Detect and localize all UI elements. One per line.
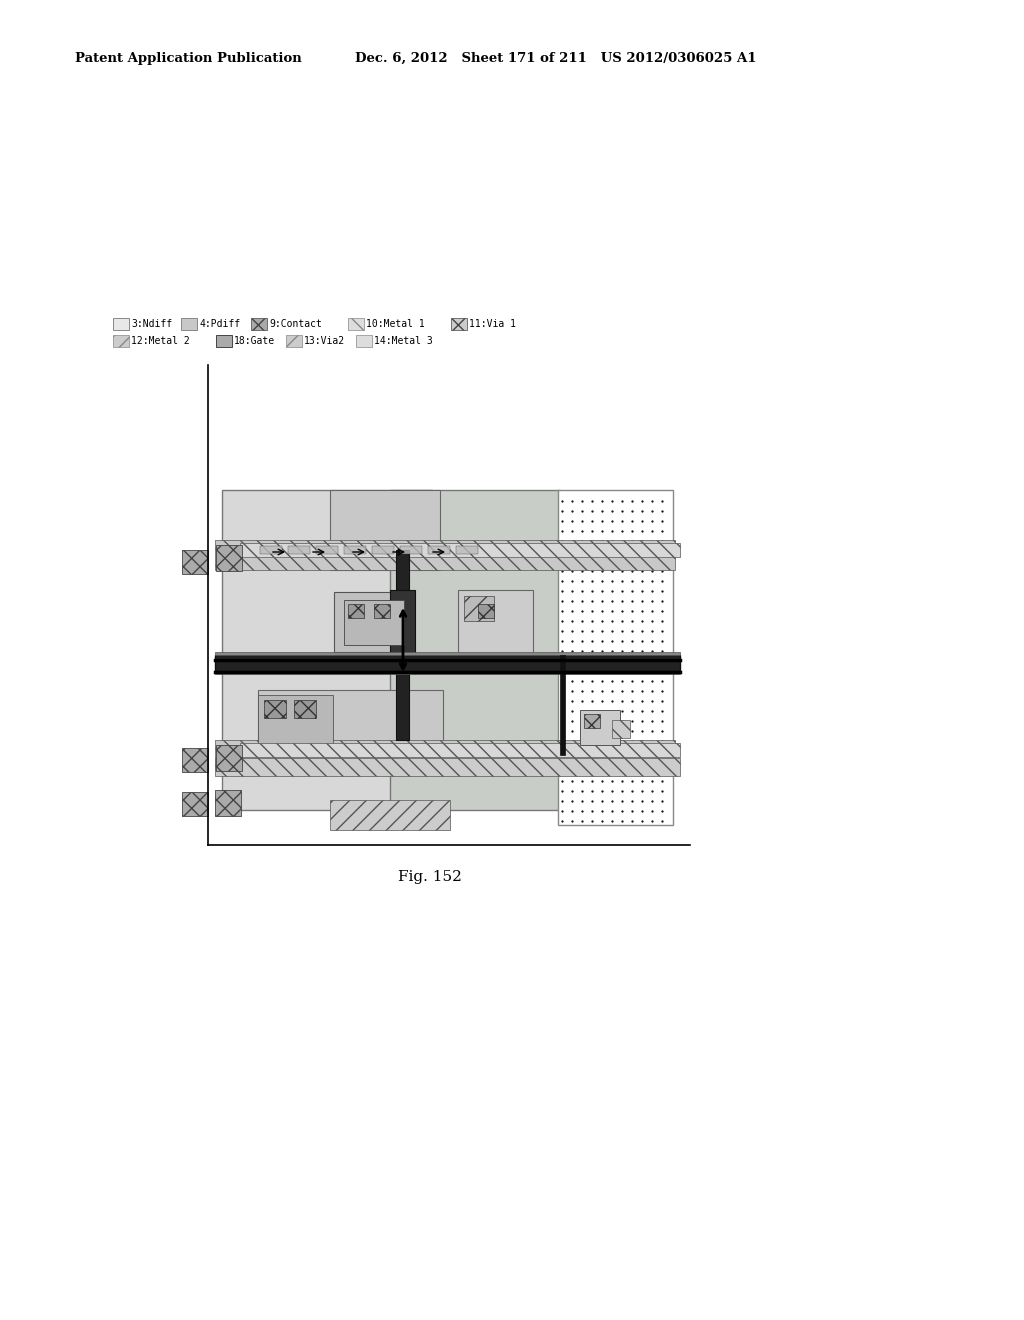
Bar	[456, 546, 478, 554]
Bar	[251, 318, 267, 330]
Bar	[396, 550, 409, 590]
Bar	[396, 671, 409, 741]
Bar	[182, 792, 208, 816]
Bar	[478, 605, 494, 618]
Bar	[216, 545, 242, 572]
Bar	[400, 546, 422, 554]
Bar	[372, 546, 394, 554]
Bar	[584, 714, 600, 729]
Bar	[215, 540, 675, 570]
Bar	[348, 318, 364, 330]
Bar	[294, 700, 316, 718]
Bar	[558, 490, 673, 825]
Bar	[215, 671, 680, 675]
Bar	[215, 789, 241, 816]
Bar	[612, 719, 630, 738]
Bar	[348, 605, 364, 618]
Bar	[356, 335, 372, 347]
Text: 9:Contact: 9:Contact	[269, 319, 322, 329]
Bar	[216, 744, 242, 771]
Bar	[182, 748, 208, 772]
Bar	[334, 591, 414, 652]
Bar	[344, 546, 366, 554]
Text: Patent Application Publication: Patent Application Publication	[75, 51, 302, 65]
Bar	[316, 546, 338, 554]
Bar	[215, 652, 680, 655]
Bar	[288, 546, 310, 554]
Bar	[216, 335, 232, 347]
Bar	[458, 590, 534, 655]
Bar	[464, 597, 494, 620]
Bar	[260, 546, 282, 554]
Bar	[240, 543, 680, 557]
Bar	[264, 700, 286, 718]
Text: 18:Gate: 18:Gate	[234, 337, 275, 346]
Bar	[330, 490, 440, 570]
Bar	[580, 710, 620, 744]
Bar	[390, 590, 415, 671]
Bar	[222, 490, 432, 810]
Bar	[451, 318, 467, 330]
Text: Dec. 6, 2012   Sheet 171 of 211   US 2012/0306025 A1: Dec. 6, 2012 Sheet 171 of 211 US 2012/03…	[355, 51, 757, 65]
Bar	[374, 605, 390, 618]
Bar	[560, 655, 565, 755]
Text: 14:Metal 3: 14:Metal 3	[374, 337, 433, 346]
Bar	[113, 335, 129, 347]
Bar	[181, 318, 197, 330]
Text: 12:Metal 2: 12:Metal 2	[131, 337, 189, 346]
Bar	[286, 335, 302, 347]
Text: 13:Via2: 13:Via2	[304, 337, 345, 346]
Bar	[390, 490, 560, 810]
Bar	[182, 550, 208, 574]
Bar	[215, 758, 680, 776]
Bar	[240, 743, 680, 756]
Text: 10:Metal 1: 10:Metal 1	[366, 319, 425, 329]
Bar	[330, 800, 450, 830]
Bar	[215, 655, 680, 671]
Bar	[258, 696, 333, 744]
Bar	[258, 690, 443, 760]
Text: 11:Via 1: 11:Via 1	[469, 319, 516, 329]
Bar	[344, 601, 404, 645]
Text: 4:Pdiff: 4:Pdiff	[199, 319, 240, 329]
Bar	[215, 741, 675, 770]
Bar	[428, 546, 450, 554]
Text: 3:Ndiff: 3:Ndiff	[131, 319, 172, 329]
Bar	[113, 318, 129, 330]
Text: Fig. 152: Fig. 152	[398, 870, 462, 884]
